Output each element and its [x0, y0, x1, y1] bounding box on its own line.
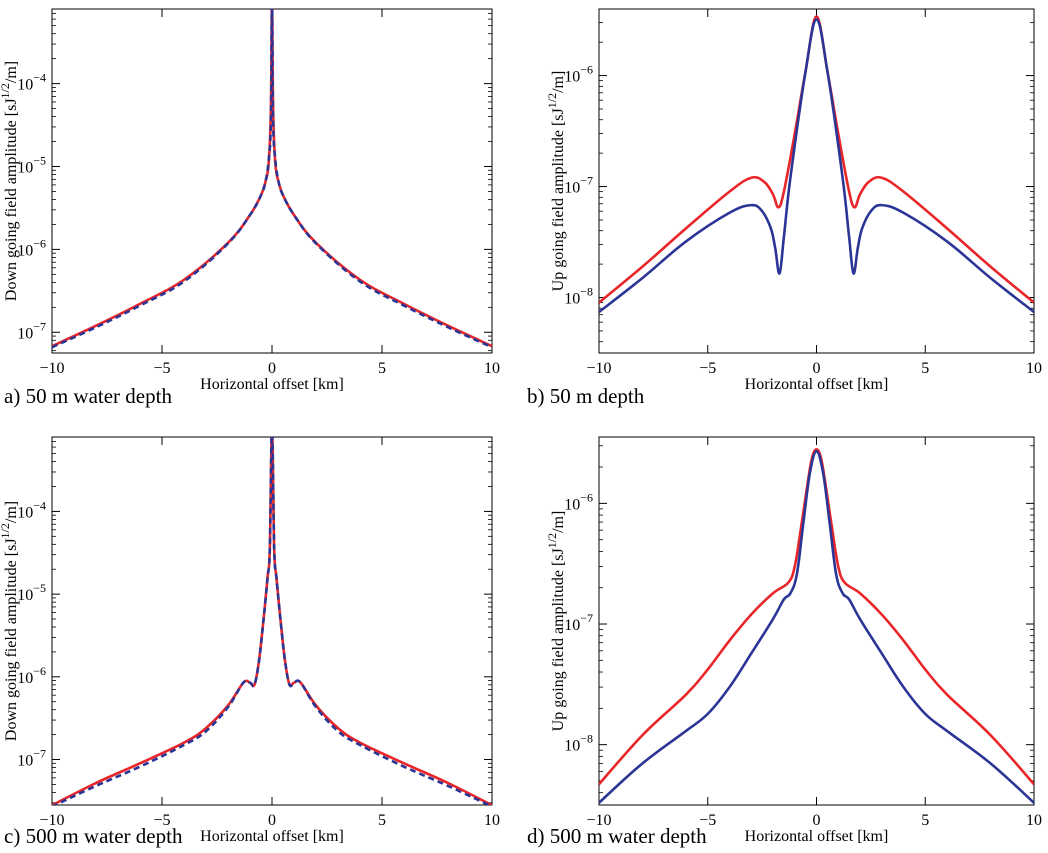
axes-box [598, 436, 1035, 806]
x-tick-label: 5 [378, 812, 386, 829]
y-tick-label: 10−8 [564, 285, 593, 308]
y-tick-label: 10−7 [564, 611, 593, 634]
y-tick-label: 10−6 [17, 664, 46, 687]
series-line-blue [52, 9, 492, 349]
x-axis-label: Horizontal offset [km] [200, 376, 344, 393]
x-tick-label: −5 [153, 812, 170, 829]
series-line-red [599, 15, 1034, 304]
y-tick-label: 10−8 [564, 732, 593, 755]
x-tick-label: 0 [268, 812, 276, 829]
x-tick-label: −10 [39, 812, 64, 829]
x-tick-label: 0 [813, 360, 821, 377]
y-tick-label: 10−6 [17, 236, 46, 259]
caption-c: c) 500 m water depth [4, 824, 183, 848]
x-tick-label: 5 [378, 360, 386, 377]
y-axis-label: Down going field amplitude [sJ1/2/m] [0, 61, 20, 301]
x-tick-label: −10 [586, 360, 611, 377]
series-line-blue [52, 437, 492, 805]
chart-a: 10−7 10−6 10−5 10−4 −10 −5 0 5 10 Horizontal offs… [0, 8, 500, 393]
y-tick-label: 10−5 [17, 581, 46, 604]
x-axis-label: Horizontal offset [km] [745, 828, 889, 845]
x-tick-label: −10 [586, 812, 611, 829]
x-tick-label: −5 [699, 360, 716, 377]
caption-a: a) 50 m water depth [4, 384, 172, 408]
x-tick-label: 0 [268, 360, 276, 377]
x-tick-label: 10 [1026, 812, 1042, 829]
series-line-blue [599, 18, 1034, 314]
y-axis-label: Up going field amplitude [sJ1/2/m] [545, 511, 567, 732]
y-axis-label: Up going field amplitude [sJ1/2/m] [545, 71, 567, 292]
x-tick-label: 10 [484, 812, 500, 829]
chart-d: 10−8 10−7 10−6 −10 −5 0 5 10 Horizontal offset [… [545, 436, 1042, 845]
y-tick-label: 10−4 [17, 498, 46, 521]
x-tick-label: 5 [921, 812, 929, 829]
y-tick-label: 10−6 [564, 490, 593, 513]
x-tick-label: 10 [1026, 360, 1042, 377]
y-tick-label: 10−5 [17, 153, 46, 176]
y-axis-label: Down going field amplitude [sJ1/2/m] [0, 501, 20, 741]
caption-b: b) 50 m depth [527, 384, 645, 408]
chart-b: 10−8 10−7 10−6 −10 −5 0 5 10 Horizontal offset [… [545, 8, 1042, 393]
y-tick-label: 10−4 [17, 71, 46, 94]
y-tick-label: 10−6 [564, 63, 593, 86]
y-tick-label: 10−7 [564, 174, 593, 197]
x-axis-label: Horizontal offset [km] [745, 376, 889, 393]
series-line-red [599, 448, 1034, 786]
series-line-red [52, 437, 492, 805]
caption-d: d) 500 m water depth [527, 824, 707, 848]
x-tick-label: −5 [153, 360, 170, 377]
y-tick-label: 10−7 [17, 747, 46, 770]
x-tick-label: 10 [484, 360, 500, 377]
x-tick-label: 5 [921, 360, 929, 377]
x-tick-label: −10 [39, 360, 64, 377]
x-tick-label: 0 [813, 812, 821, 829]
x-tick-label: −5 [699, 812, 716, 829]
y-tick-label: 10−7 [17, 319, 46, 342]
x-axis-label: Horizontal offset [km] [200, 828, 344, 845]
axes-box [598, 8, 1035, 354]
chart-c: 10−7 10−6 10−5 10−4 −10 −5 0 5 10 Horizontal offs… [0, 436, 500, 845]
series-line-blue [599, 450, 1034, 804]
